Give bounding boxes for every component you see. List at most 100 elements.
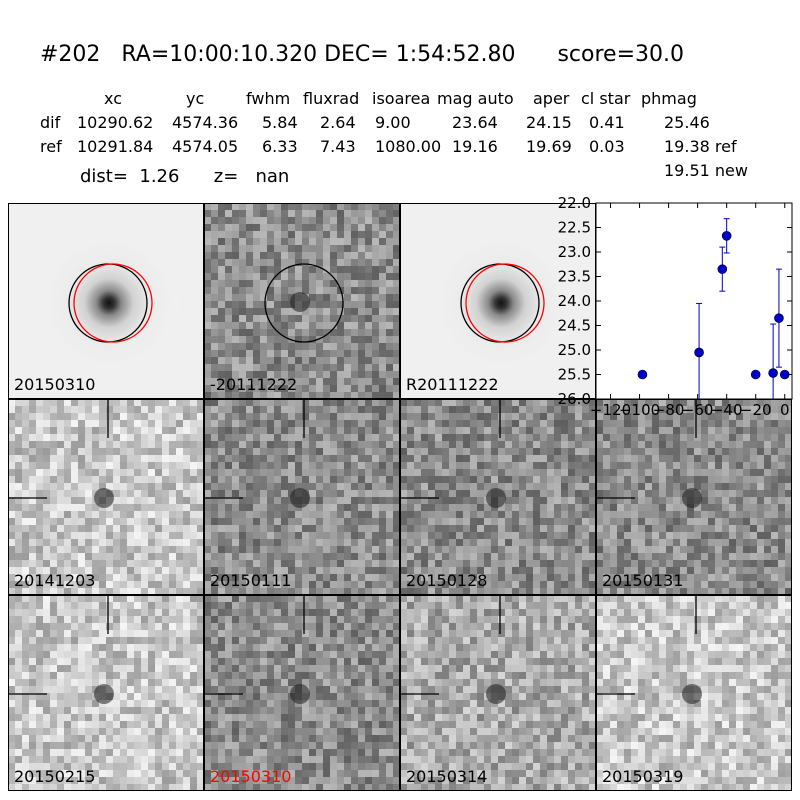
stamp-image [205, 596, 399, 790]
lightcurve-svg: 22.0 22.5 23.0 23.5 24.0 24.5 25.0 25.5 26.0−120… [558, 194, 793, 419]
data-point [779, 369, 790, 380]
table-cell: 19.38 ref [664, 137, 737, 156]
stamp-image [597, 596, 791, 790]
stamp-image [205, 204, 399, 398]
stamp-image [401, 400, 595, 594]
data-point [774, 313, 784, 323]
table-cell: 23.64 [452, 113, 498, 132]
x-tick-label: −40 [711, 401, 743, 419]
stamp-image [9, 400, 203, 594]
stamp-date-label: 20141203 [14, 571, 96, 590]
stamp-date-label: 20150310 [14, 375, 96, 394]
image-stamp[interactable]: R20111222 [400, 203, 596, 399]
y-tick-label: 25.0 [558, 341, 591, 359]
y-tick-label: 24.0 [558, 292, 591, 310]
stamp-date-label: -20111222 [210, 375, 298, 394]
table-cell: 25.46 [664, 113, 710, 132]
image-stamp[interactable]: 20150111 [204, 399, 400, 595]
image-stamp[interactable]: 20150314 [400, 595, 596, 791]
x-tick-label: 0 [780, 401, 790, 419]
table-cell: 19.69 [526, 137, 572, 156]
source-blob [682, 684, 702, 704]
stamp-date-label: 20150314 [406, 767, 488, 786]
x-tick-label: −80 [653, 401, 685, 419]
x-tick-label: −120 [590, 401, 631, 419]
stamp-image [205, 400, 399, 594]
stamp-date-label: 20150319 [602, 767, 684, 786]
x-tick-label: −20 [740, 401, 772, 419]
stamp-image [401, 204, 595, 398]
row-label: dif [40, 113, 61, 132]
table-cell: 2.64 [320, 113, 356, 132]
source-blob [94, 488, 114, 508]
column-header: phmag [641, 89, 697, 108]
table-cell: 4574.36 [172, 113, 239, 132]
image-stamp[interactable]: 20150310 [204, 595, 400, 791]
table-cell: 1080.00 [375, 137, 442, 156]
image-stamp[interactable]: 20150319 [596, 595, 792, 791]
data-point [721, 231, 732, 241]
red-aperture-circle [73, 263, 153, 343]
y-tick-label: 22.0 [558, 194, 591, 212]
source-blob [290, 488, 310, 508]
source-blob [94, 684, 114, 704]
stamp-date-label: 20150111 [210, 571, 292, 590]
stamp-image [9, 596, 203, 790]
source-blob [290, 292, 310, 312]
y-tick-label: 23.0 [558, 243, 591, 261]
table-cell: 0.41 [589, 113, 625, 132]
table-cell: 5.84 [262, 113, 298, 132]
stamp-date-label: 20150131 [602, 571, 684, 590]
column-header: fluxrad [303, 89, 360, 108]
y-tick-label: 24.5 [558, 317, 591, 335]
stamp-image [401, 596, 595, 790]
table-cell: 24.15 [526, 113, 572, 132]
column-header: xc [104, 89, 122, 108]
table-cell: 10290.62 [77, 113, 154, 132]
column-header: yc [186, 89, 205, 108]
y-tick-label: 22.5 [558, 219, 591, 237]
table-cell: 4574.05 [172, 137, 239, 156]
stamp-date-label: 20150215 [14, 767, 96, 786]
column-header: aper [533, 89, 570, 108]
data-point [750, 369, 761, 380]
table-cell: 0.03 [589, 137, 625, 156]
galaxy-blob [431, 233, 571, 373]
stamp-grid: 20150310 -20111222 R20111222 20141203 201501… [8, 203, 792, 791]
data-point [637, 369, 648, 380]
image-stamp[interactable]: -20111222 [204, 203, 400, 399]
column-header: fwhm [246, 89, 291, 108]
data-point [694, 347, 704, 358]
image-stamp[interactable]: 20141203 [8, 399, 204, 595]
image-stamp[interactable]: 20150310 [8, 203, 204, 399]
y-tick-label: 23.5 [558, 268, 591, 286]
source-blob [486, 684, 506, 704]
image-stamp[interactable]: 20150215 [8, 595, 204, 791]
row-label: ref [40, 137, 62, 156]
stamp-date-label: R20111222 [406, 375, 499, 394]
stamp-image [9, 204, 203, 398]
image-stamp[interactable]: 20150128 [400, 399, 596, 595]
image-stamp[interactable]: 20150131 [596, 399, 792, 595]
source-blob [290, 684, 310, 704]
source-blob [682, 488, 702, 508]
x-tick-label: −100 [619, 401, 660, 419]
table-cell: 6.33 [262, 137, 298, 156]
new-phmag-value: 19.51 new [664, 161, 748, 180]
data-point [768, 368, 778, 378]
data-point [717, 264, 728, 274]
galaxy-blob [39, 233, 179, 373]
stamp-date-label: 20150310 [210, 767, 292, 786]
column-header: isoarea [372, 89, 431, 108]
table-cell: 10291.84 [77, 137, 154, 156]
stamp-date-label: 20150128 [406, 571, 488, 590]
black-aperture-circle [264, 263, 344, 343]
table-cell: 9.00 [375, 113, 411, 132]
lightcurve-plot: 22.0 22.5 23.0 23.5 24.0 24.5 25.0 25.5 26.0 −120… [558, 194, 793, 419]
y-tick-label: 26.0 [558, 390, 591, 408]
plot-frame [595, 202, 793, 400]
distance-redshift-line: dist= 1.26 z= nan [80, 166, 290, 187]
column-header: mag auto [437, 89, 514, 108]
candidate-title: #202 RA=10:00:10.320 DEC= 1:54:52.80 sco… [40, 42, 684, 67]
x-tick-label: −60 [682, 401, 714, 419]
